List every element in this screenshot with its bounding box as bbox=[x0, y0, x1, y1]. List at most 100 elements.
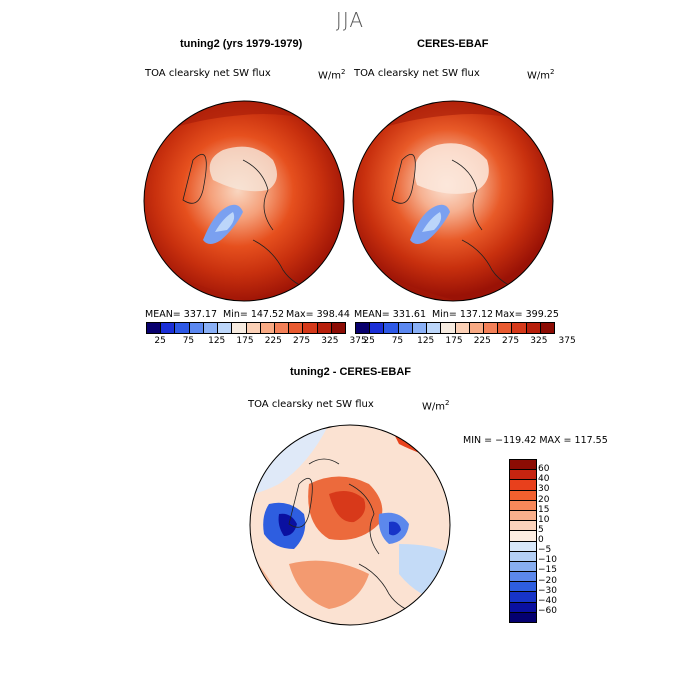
colorbar-swatch bbox=[526, 323, 541, 333]
colorbar-tick-label: 275 bbox=[292, 336, 311, 346]
colorbar-label: 20 bbox=[538, 494, 550, 505]
figure-title: JJA bbox=[335, 8, 365, 32]
colorbar-swatch bbox=[510, 551, 536, 562]
colorbar-swatch bbox=[510, 531, 536, 542]
panel2-colorbar bbox=[355, 322, 555, 334]
panel2-max: Max= 399.25 bbox=[495, 309, 559, 320]
colorbar-tick-label: 375 bbox=[558, 336, 576, 346]
panel1-subtitle: TOA clearsky net SW flux bbox=[145, 68, 271, 79]
colorbar-swatch bbox=[510, 470, 536, 481]
panel3-minmax: MIN = −119.42 MAX = 117.55 bbox=[463, 435, 608, 446]
panel3-colorbar bbox=[509, 459, 537, 623]
colorbar-label: −40 bbox=[538, 595, 557, 606]
colorbar-tick-label: 375 bbox=[349, 336, 367, 346]
colorbar-tick-label: 225 bbox=[473, 336, 491, 346]
panel1-title: tuning2 (yrs 1979-1979) bbox=[180, 38, 303, 50]
panel1-colorbar bbox=[146, 322, 346, 334]
colorbar-tick-label: 125 bbox=[208, 336, 226, 346]
colorbar-swatch bbox=[540, 323, 555, 333]
colorbar-swatch bbox=[510, 480, 536, 491]
colorbar-swatch bbox=[274, 323, 290, 333]
colorbar-tick-label: 75 bbox=[391, 336, 404, 346]
colorbar-swatch bbox=[260, 323, 275, 333]
colorbar-tick-label: 75 bbox=[182, 336, 195, 346]
colorbar-label: −5 bbox=[538, 545, 552, 556]
colorbar-swatch bbox=[510, 521, 536, 532]
panel3-title: tuning2 - CERES-EBAF bbox=[290, 366, 411, 378]
colorbar-tick-label: 25 bbox=[363, 336, 375, 346]
colorbar-swatch bbox=[161, 323, 176, 333]
colorbar-label: −10 bbox=[538, 555, 557, 566]
colorbar-label: −30 bbox=[538, 585, 557, 596]
colorbar-swatch bbox=[510, 460, 536, 471]
colorbar-tick-label: 175 bbox=[236, 336, 254, 346]
colorbar-swatch bbox=[246, 323, 261, 333]
colorbar-label: −20 bbox=[538, 575, 557, 586]
colorbar-swatch bbox=[510, 592, 536, 603]
colorbar-swatch bbox=[303, 323, 318, 333]
panel3-map bbox=[249, 424, 451, 626]
colorbar-label: 60 bbox=[538, 464, 550, 475]
colorbar-swatch bbox=[203, 323, 219, 333]
panel1-max: Max= 398.44 bbox=[286, 309, 350, 320]
panel1-mean: MEAN= 337.17 bbox=[145, 309, 218, 320]
colorbar-swatch bbox=[317, 323, 332, 333]
colorbar-label: 15 bbox=[538, 504, 550, 515]
colorbar-label: 40 bbox=[538, 474, 550, 485]
colorbar-swatch bbox=[441, 323, 456, 333]
colorbar-swatch bbox=[356, 323, 371, 333]
colorbar-label: 0 bbox=[538, 535, 544, 545]
colorbar-swatch bbox=[370, 323, 385, 333]
colorbar-tick-label: 325 bbox=[530, 336, 548, 346]
colorbar-tick-label: 125 bbox=[417, 336, 435, 346]
colorbar-swatch bbox=[331, 323, 346, 333]
panel1-map bbox=[143, 100, 345, 302]
colorbar-label: 30 bbox=[538, 484, 550, 495]
colorbar-tick-label: 225 bbox=[264, 336, 282, 346]
panel3-colorbar-labels: 60 40 30 20 15 10 5 0 −5 −10 −15 −20 −30 −40 −60 bbox=[538, 459, 578, 621]
panel2-subtitle: TOA clearsky net SW flux bbox=[354, 68, 480, 79]
panel2-map bbox=[352, 100, 554, 302]
colorbar-swatch bbox=[218, 323, 233, 333]
colorbar-swatch bbox=[510, 500, 536, 511]
colorbar-swatch bbox=[510, 490, 536, 501]
colorbar-swatch bbox=[469, 323, 484, 333]
colorbar-label: −60 bbox=[538, 605, 557, 616]
colorbar-label: 5 bbox=[538, 524, 544, 535]
colorbar-swatch bbox=[510, 561, 536, 573]
panel2-units: W/m2 bbox=[527, 68, 555, 82]
panel2-colorbar-ticks: 25 75 125 175 225 275 325 375 bbox=[355, 336, 575, 348]
colorbar-swatch bbox=[498, 323, 513, 333]
panel2-min: Min= 137.12 bbox=[432, 309, 494, 320]
colorbar-swatch bbox=[455, 323, 470, 333]
colorbar-swatch bbox=[510, 510, 536, 522]
colorbar-swatch bbox=[189, 323, 204, 333]
colorbar-swatch bbox=[412, 323, 428, 333]
colorbar-swatch bbox=[510, 612, 536, 622]
panel1-colorbar-ticks: 25 75 125 175 225 275 325 375 bbox=[146, 336, 366, 348]
colorbar-swatch bbox=[147, 323, 162, 333]
colorbar-swatch bbox=[510, 541, 536, 552]
colorbar-swatch bbox=[512, 323, 527, 333]
colorbar-tick-label: 25 bbox=[154, 336, 166, 346]
colorbar-label: 10 bbox=[538, 514, 550, 525]
panel3-subtitle: TOA clearsky net SW flux bbox=[248, 399, 374, 410]
colorbar-swatch bbox=[510, 602, 536, 613]
colorbar-swatch bbox=[175, 323, 190, 333]
colorbar-tick-label: 325 bbox=[321, 336, 339, 346]
colorbar-label: −15 bbox=[538, 565, 557, 576]
panel1-units: W/m2 bbox=[318, 68, 346, 82]
colorbar-swatch bbox=[427, 323, 442, 333]
colorbar-swatch bbox=[510, 582, 536, 593]
colorbar-swatch bbox=[398, 323, 413, 333]
panel3-units: W/m2 bbox=[422, 399, 450, 413]
colorbar-swatch bbox=[483, 323, 499, 333]
colorbar-swatch bbox=[510, 572, 536, 583]
colorbar-swatch bbox=[232, 323, 247, 333]
colorbar-swatch bbox=[289, 323, 304, 333]
colorbar-tick-label: 175 bbox=[445, 336, 463, 346]
panel2-mean: MEAN= 331.61 bbox=[354, 309, 427, 320]
colorbar-tick-label: 275 bbox=[501, 336, 520, 346]
panel1-min: Min= 147.52 bbox=[223, 309, 285, 320]
colorbar-swatch bbox=[384, 323, 399, 333]
